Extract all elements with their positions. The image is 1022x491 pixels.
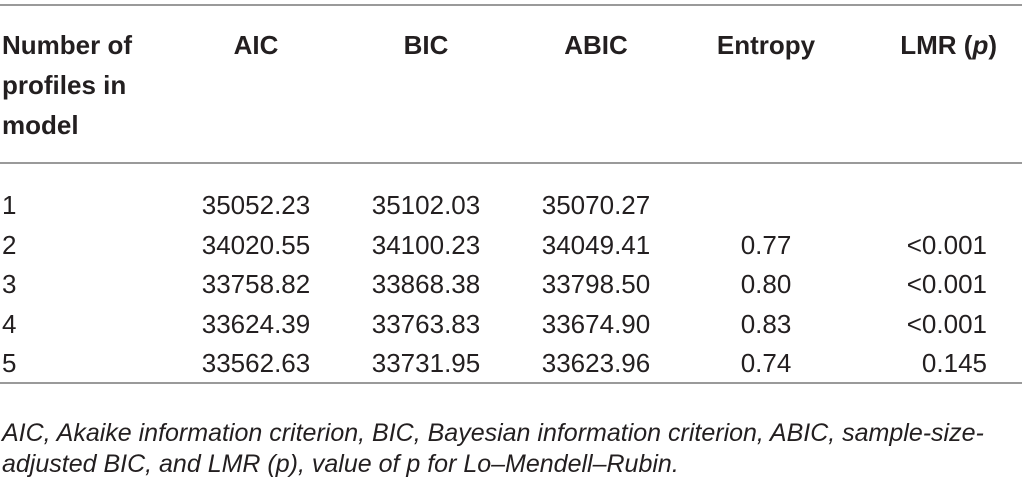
table-cell: 0.80 bbox=[740, 269, 792, 299]
table-cell: 35102.03 bbox=[371, 190, 481, 220]
header-cell: BIC bbox=[341, 25, 511, 65]
header-text: p bbox=[972, 30, 989, 60]
bottom-rule bbox=[0, 382, 1022, 384]
table-cell: 2 bbox=[2, 229, 17, 260]
top-rule bbox=[0, 4, 1022, 6]
table-cell: 0.83 bbox=[740, 308, 792, 339]
table-cell: 34049.41 bbox=[541, 229, 651, 260]
table-cell: 1 bbox=[2, 190, 17, 220]
table-cell: 35052.23 bbox=[201, 190, 311, 220]
header-cell: Entropy bbox=[681, 25, 851, 65]
table-cell: 35070.27 bbox=[541, 190, 651, 220]
header-cell: LMR (p) bbox=[851, 25, 997, 65]
header-text: ) bbox=[988, 30, 997, 60]
table-cell: 3 bbox=[2, 269, 17, 299]
table-cell: 33623.96 bbox=[541, 348, 651, 378]
table-cell: 33758.82 bbox=[201, 269, 311, 299]
table-cell: 0.77 bbox=[740, 229, 792, 260]
table-cell: 33798.50 bbox=[541, 269, 651, 299]
table-cell: 33763.83 bbox=[371, 308, 481, 339]
footnote: AIC, Akaike information criterion, BIC, … bbox=[2, 419, 984, 478]
header-text: BIC bbox=[403, 30, 449, 60]
table-cell: 33868.38 bbox=[371, 269, 481, 299]
table-cell: 34100.23 bbox=[371, 229, 481, 260]
header-text: Entropy bbox=[716, 30, 816, 60]
table-cell: 33674.90 bbox=[541, 308, 651, 339]
header-text: AIC bbox=[233, 30, 279, 60]
table-cell: 0.145 bbox=[921, 348, 987, 378]
table-cell: 34020.55 bbox=[201, 229, 311, 260]
table-cell: <0.001 bbox=[906, 229, 987, 260]
header-cell: ABIC bbox=[511, 25, 681, 65]
table-cell: 33562.63 bbox=[201, 348, 311, 378]
table-cell: 5 bbox=[2, 348, 17, 378]
table-cell: <0.001 bbox=[906, 269, 987, 299]
table-cell: 33624.39 bbox=[201, 308, 311, 339]
header-text: Number of profiles in model bbox=[2, 30, 132, 140]
table-cell: <0.001 bbox=[906, 308, 987, 339]
table-cell: 33731.95 bbox=[371, 348, 481, 378]
header-rule bbox=[0, 162, 1022, 164]
header-text: LMR ( bbox=[900, 30, 973, 60]
table-cell: 4 bbox=[2, 308, 17, 339]
header-cell: Number of profiles in model bbox=[2, 25, 162, 145]
header-text: ABIC bbox=[564, 30, 628, 60]
table-cell: 0.74 bbox=[740, 348, 792, 378]
header-cell: AIC bbox=[171, 25, 341, 65]
